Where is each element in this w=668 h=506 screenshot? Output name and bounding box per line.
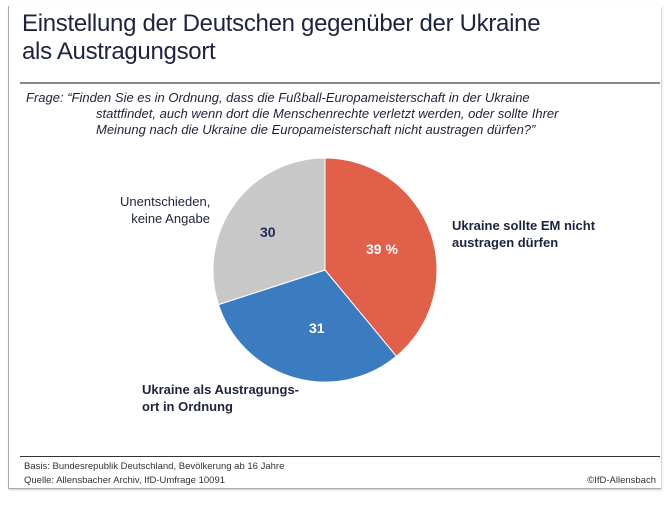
question-line: “Finden Sie es in Ordnung, dass die Fußb… <box>67 90 530 105</box>
pie-slice-1 <box>217 269 398 383</box>
chart-frame <box>8 6 661 489</box>
question-prefix: Frage: <box>26 90 64 105</box>
slice-label-not-host: Ukraine sollte EM nicht austragen dürfen <box>452 217 595 251</box>
label-line: Ukraine als Austragungs- <box>142 382 300 397</box>
footer-divider <box>20 456 660 457</box>
footer-basis: Basis: Bundesrepublik Deutschland, Bevöl… <box>24 461 285 472</box>
chart-title: Einstellung der Deutschen gegenüber der … <box>22 10 541 66</box>
value-label: 39 % <box>366 241 398 257</box>
question-text: Frage: “Finden Sie es in Ordnung, dass d… <box>26 90 558 138</box>
footer-copyright: ©IfD-Allensbach <box>587 475 656 486</box>
value-label: 30 <box>260 224 276 240</box>
label-line: austragen dürfen <box>452 235 559 250</box>
label-line: Unentschieden, <box>120 194 211 209</box>
slice-label-host-ok: Ukraine als Austragungs- ort in Ordnung <box>142 381 299 415</box>
title-divider <box>20 82 660 84</box>
title-line: als Austragungsort <box>22 38 216 65</box>
slice-label-undecided: Unentschieden, keine Angabe <box>120 193 210 227</box>
value-label: 31 <box>309 320 325 336</box>
label-line: ort in Ordnung <box>142 399 233 414</box>
title-line: Einstellung der Deutschen gegenüber der … <box>22 10 541 37</box>
label-line: Ukraine sollte EM nicht <box>452 218 596 233</box>
footer-source: Quelle: Allensbacher Archiv, IfD-Umfrage… <box>24 475 226 486</box>
pie-slice-2 <box>212 157 326 306</box>
pie-slice-0 <box>324 157 438 358</box>
label-line: keine Angabe <box>131 211 210 226</box>
question-line: stattfindet, auch wenn dort die Menschen… <box>96 106 559 121</box>
question-line: Meinung nach die Ukraine die Europameist… <box>96 122 536 137</box>
